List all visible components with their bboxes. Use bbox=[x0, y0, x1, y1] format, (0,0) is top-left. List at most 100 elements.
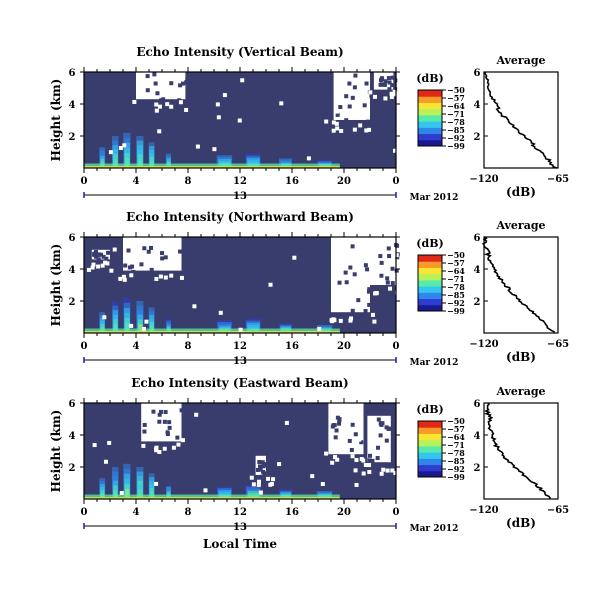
x-tick-label: 16 bbox=[285, 507, 299, 518]
no-data-speck bbox=[154, 102, 159, 107]
no-data-speck bbox=[103, 260, 108, 265]
no-data-speck bbox=[157, 449, 162, 454]
no-data-speck bbox=[192, 304, 197, 309]
echo-plume bbox=[125, 157, 130, 166]
no-data-speck bbox=[169, 104, 174, 109]
cloud-gap bbox=[152, 72, 157, 77]
no-data-speck bbox=[352, 127, 357, 132]
colorbar-swatch bbox=[418, 127, 442, 135]
colorbar-tick-label: −64 bbox=[447, 266, 465, 276]
no-data-speck bbox=[184, 107, 189, 112]
cloud-gap bbox=[142, 422, 147, 427]
date-label: Mar 2012 bbox=[410, 358, 459, 368]
colorbar-tick-label: −57 bbox=[447, 93, 465, 103]
no-data-speck bbox=[90, 265, 95, 270]
average-profile-line bbox=[482, 236, 555, 334]
cloud-gap bbox=[160, 251, 165, 256]
cloud-gap bbox=[387, 80, 392, 85]
no-data-speck bbox=[92, 443, 97, 448]
no-data-speck bbox=[157, 129, 162, 134]
cloud-gap bbox=[163, 255, 168, 260]
x-tick-label: 0 bbox=[393, 341, 400, 352]
average-y-tick-label: 2 bbox=[474, 297, 481, 308]
no-data-speck bbox=[249, 475, 254, 480]
no-data-speck bbox=[368, 90, 373, 95]
echo-plume bbox=[138, 158, 143, 166]
average-x-label: (dB) bbox=[506, 516, 536, 530]
no-data-speck bbox=[339, 128, 344, 133]
no-data-speck bbox=[320, 482, 325, 487]
cloud-gap bbox=[258, 465, 263, 470]
no-data-speck bbox=[195, 144, 200, 149]
average-title: Average bbox=[495, 219, 545, 232]
panel-title: Echo Intensity (Eastward Beam) bbox=[131, 376, 348, 390]
cloud-gap bbox=[163, 410, 168, 415]
no-data-speck bbox=[108, 150, 113, 155]
no-data-speck bbox=[154, 276, 159, 281]
x-tick-label: 16 bbox=[285, 341, 299, 352]
cloud-gap bbox=[178, 249, 183, 254]
echo-plume bbox=[113, 158, 118, 166]
average-profile-1: Average 2 4 6 −120 −65 (dB) bbox=[469, 54, 569, 199]
cloud-gap bbox=[395, 255, 400, 260]
colorbar-tick-label: −71 bbox=[447, 440, 465, 450]
cloud-gap bbox=[353, 73, 358, 78]
average-profile-line bbox=[484, 402, 551, 500]
no-data-speck bbox=[401, 286, 406, 291]
cloud-gap bbox=[353, 432, 358, 437]
average-y-tick-label: 2 bbox=[474, 132, 481, 143]
average-frame bbox=[483, 402, 559, 500]
colorbar-tick-label: −50 bbox=[447, 85, 465, 95]
cloud-gap bbox=[149, 267, 154, 272]
no-data-speck bbox=[317, 326, 322, 331]
surface-echo-band bbox=[84, 328, 340, 333]
cloud-gap bbox=[369, 94, 374, 99]
no-data-speck bbox=[334, 121, 339, 126]
no-data-speck bbox=[176, 442, 181, 447]
y-tick-label: 2 bbox=[69, 463, 76, 474]
cloud-gap bbox=[384, 425, 389, 430]
colorbar-swatch bbox=[418, 121, 442, 128]
average-x-tick-label: −65 bbox=[547, 505, 569, 516]
no-data-speck bbox=[357, 437, 362, 442]
colorbar-swatch bbox=[418, 90, 442, 97]
cloud-gap bbox=[145, 74, 150, 79]
colorbar-swatch bbox=[418, 458, 442, 466]
colorbar-unit: (dB) bbox=[416, 72, 443, 85]
cloud-gap bbox=[334, 428, 339, 433]
no-data-speck bbox=[335, 126, 340, 131]
cloud-gap bbox=[379, 273, 384, 278]
y-tick-label: 2 bbox=[69, 132, 76, 143]
no-data-speck bbox=[358, 123, 363, 128]
cloud-gap bbox=[347, 81, 352, 86]
colorbar-swatch bbox=[418, 286, 442, 293]
cloud-gap bbox=[390, 281, 395, 286]
cloud-gap bbox=[126, 248, 131, 253]
cloud-gap bbox=[362, 103, 367, 108]
no-data-speck bbox=[338, 318, 343, 323]
no-data-speck bbox=[292, 255, 297, 260]
no-data-speck bbox=[367, 469, 372, 474]
cloud-gap bbox=[162, 419, 167, 424]
no-data-speck bbox=[203, 488, 208, 493]
no-data-speck bbox=[180, 438, 185, 443]
cloud-gap bbox=[96, 257, 101, 262]
average-y-tick-label: 6 bbox=[474, 68, 481, 79]
x-tick-label: 20 bbox=[337, 341, 351, 352]
no-data-speck bbox=[118, 145, 123, 150]
cloud-gap bbox=[365, 119, 370, 124]
cloud-gap bbox=[262, 472, 267, 477]
no-data-speck bbox=[397, 293, 402, 298]
average-profile-2: Average 2 4 6 −120 −65 (dB) bbox=[469, 219, 569, 364]
cloud-gap bbox=[167, 425, 172, 430]
cloud-gap bbox=[146, 249, 151, 254]
average-profile-3: Average 2 4 6 −120 −65 (dB) bbox=[469, 385, 569, 530]
cloud-gap bbox=[384, 438, 389, 443]
colorbar-swatch bbox=[418, 255, 442, 262]
no-data-speck bbox=[238, 327, 243, 332]
cloud-gap bbox=[356, 298, 361, 303]
cloud-gap bbox=[363, 308, 368, 313]
no-data-speck bbox=[370, 272, 375, 277]
no-data-speck bbox=[354, 457, 359, 462]
y-tick-label: 6 bbox=[69, 233, 76, 244]
